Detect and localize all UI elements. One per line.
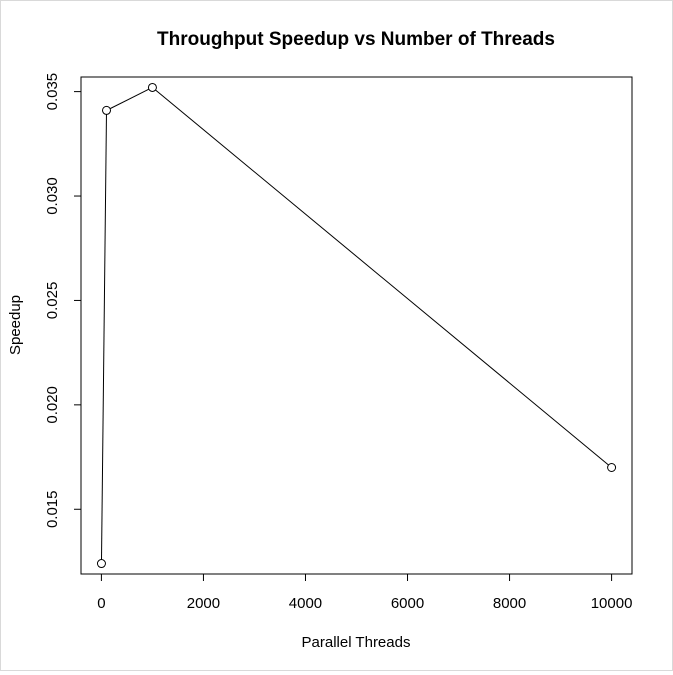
- data-point: [96, 559, 106, 569]
- y-tick-label: 0.015: [44, 490, 61, 528]
- series-line-segment: [109, 88, 150, 110]
- y-tick-label: 0.035: [44, 73, 61, 111]
- x-tick-label: 6000: [391, 595, 424, 612]
- y-tick-label: 0.025: [44, 282, 61, 320]
- data-point: [147, 82, 157, 92]
- data-point: [607, 463, 617, 472]
- series-line-segment: [101, 114, 107, 560]
- chart-title: Throughput Speedup vs Number of Threads: [157, 29, 555, 50]
- x-tick-label: 10000: [591, 595, 633, 612]
- y-axis: 0.015 0.020 0.025 0.030 0.035: [44, 73, 82, 528]
- x-tick-label: 0: [97, 595, 105, 612]
- series-group: [96, 82, 617, 569]
- data-point: [102, 105, 112, 115]
- x-axis: 0 2000 4000 6000 8000 10000: [97, 573, 633, 612]
- series-line-segment: [155, 89, 609, 466]
- y-axis-label: Speedup: [7, 295, 24, 355]
- x-axis-label: Parallel Threads: [302, 634, 411, 651]
- y-tick-label: 0.030: [44, 177, 61, 215]
- x-tick-label: 8000: [493, 595, 526, 612]
- x-tick-label: 2000: [187, 595, 220, 612]
- x-tick-label: 4000: [289, 595, 322, 612]
- plot-box: [80, 76, 633, 575]
- y-tick-label: 0.020: [44, 386, 61, 424]
